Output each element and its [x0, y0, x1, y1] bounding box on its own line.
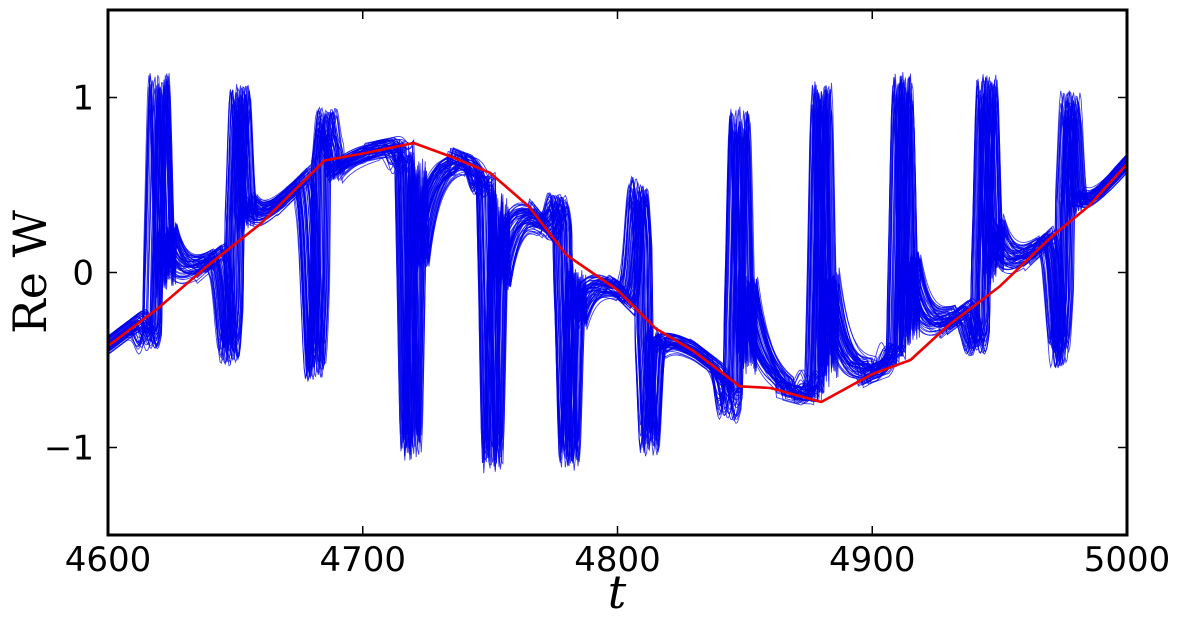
x-tick-label: 4900 — [829, 540, 916, 580]
x-tick-label: 4800 — [574, 540, 661, 580]
plot-area: 4600 4700 4800 4900 5000 −1 0 1 — [44, 8, 1170, 580]
ensemble-lines — [108, 71, 1127, 474]
ensemble-line — [108, 87, 1127, 474]
x-tick-label: 5000 — [1084, 540, 1171, 580]
y-tick-label: 1 — [72, 79, 94, 119]
ensemble-line — [108, 83, 1127, 452]
x-tick-label: 4600 — [65, 540, 152, 580]
y-axis-label: Re W — [3, 209, 57, 333]
y-tick-label: −1 — [44, 429, 94, 469]
mean-line-group — [108, 141, 1127, 404]
ticks: 4600 4700 4800 4900 5000 −1 0 1 — [44, 10, 1170, 580]
y-tick-label: 0 — [72, 254, 94, 294]
x-axis-label: t — [608, 565, 627, 619]
x-tick-label: 4700 — [319, 540, 406, 580]
mean-line — [108, 141, 1127, 404]
ensemble-line — [108, 87, 1127, 468]
ensemble-line — [108, 78, 1127, 465]
